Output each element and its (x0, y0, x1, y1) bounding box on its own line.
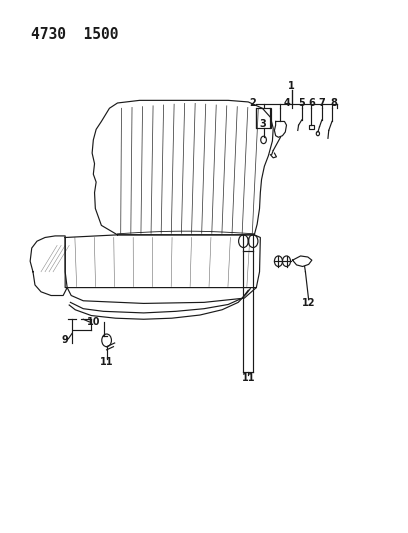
Text: 4: 4 (283, 98, 290, 108)
Text: 9: 9 (62, 335, 69, 345)
Text: 11: 11 (100, 358, 113, 367)
Text: 3: 3 (259, 119, 266, 129)
Bar (255, 108, 271, 128)
Text: 2: 2 (249, 98, 256, 108)
Text: 10: 10 (86, 317, 100, 327)
Text: 4730  1500: 4730 1500 (31, 27, 118, 42)
Text: 6: 6 (308, 98, 315, 108)
Bar (308, 125, 314, 130)
Text: 1: 1 (288, 80, 295, 91)
Text: 7: 7 (319, 98, 325, 108)
Text: 5: 5 (298, 98, 305, 108)
Text: 11: 11 (242, 373, 255, 383)
Text: 12: 12 (302, 298, 315, 309)
Text: 8: 8 (330, 98, 337, 108)
